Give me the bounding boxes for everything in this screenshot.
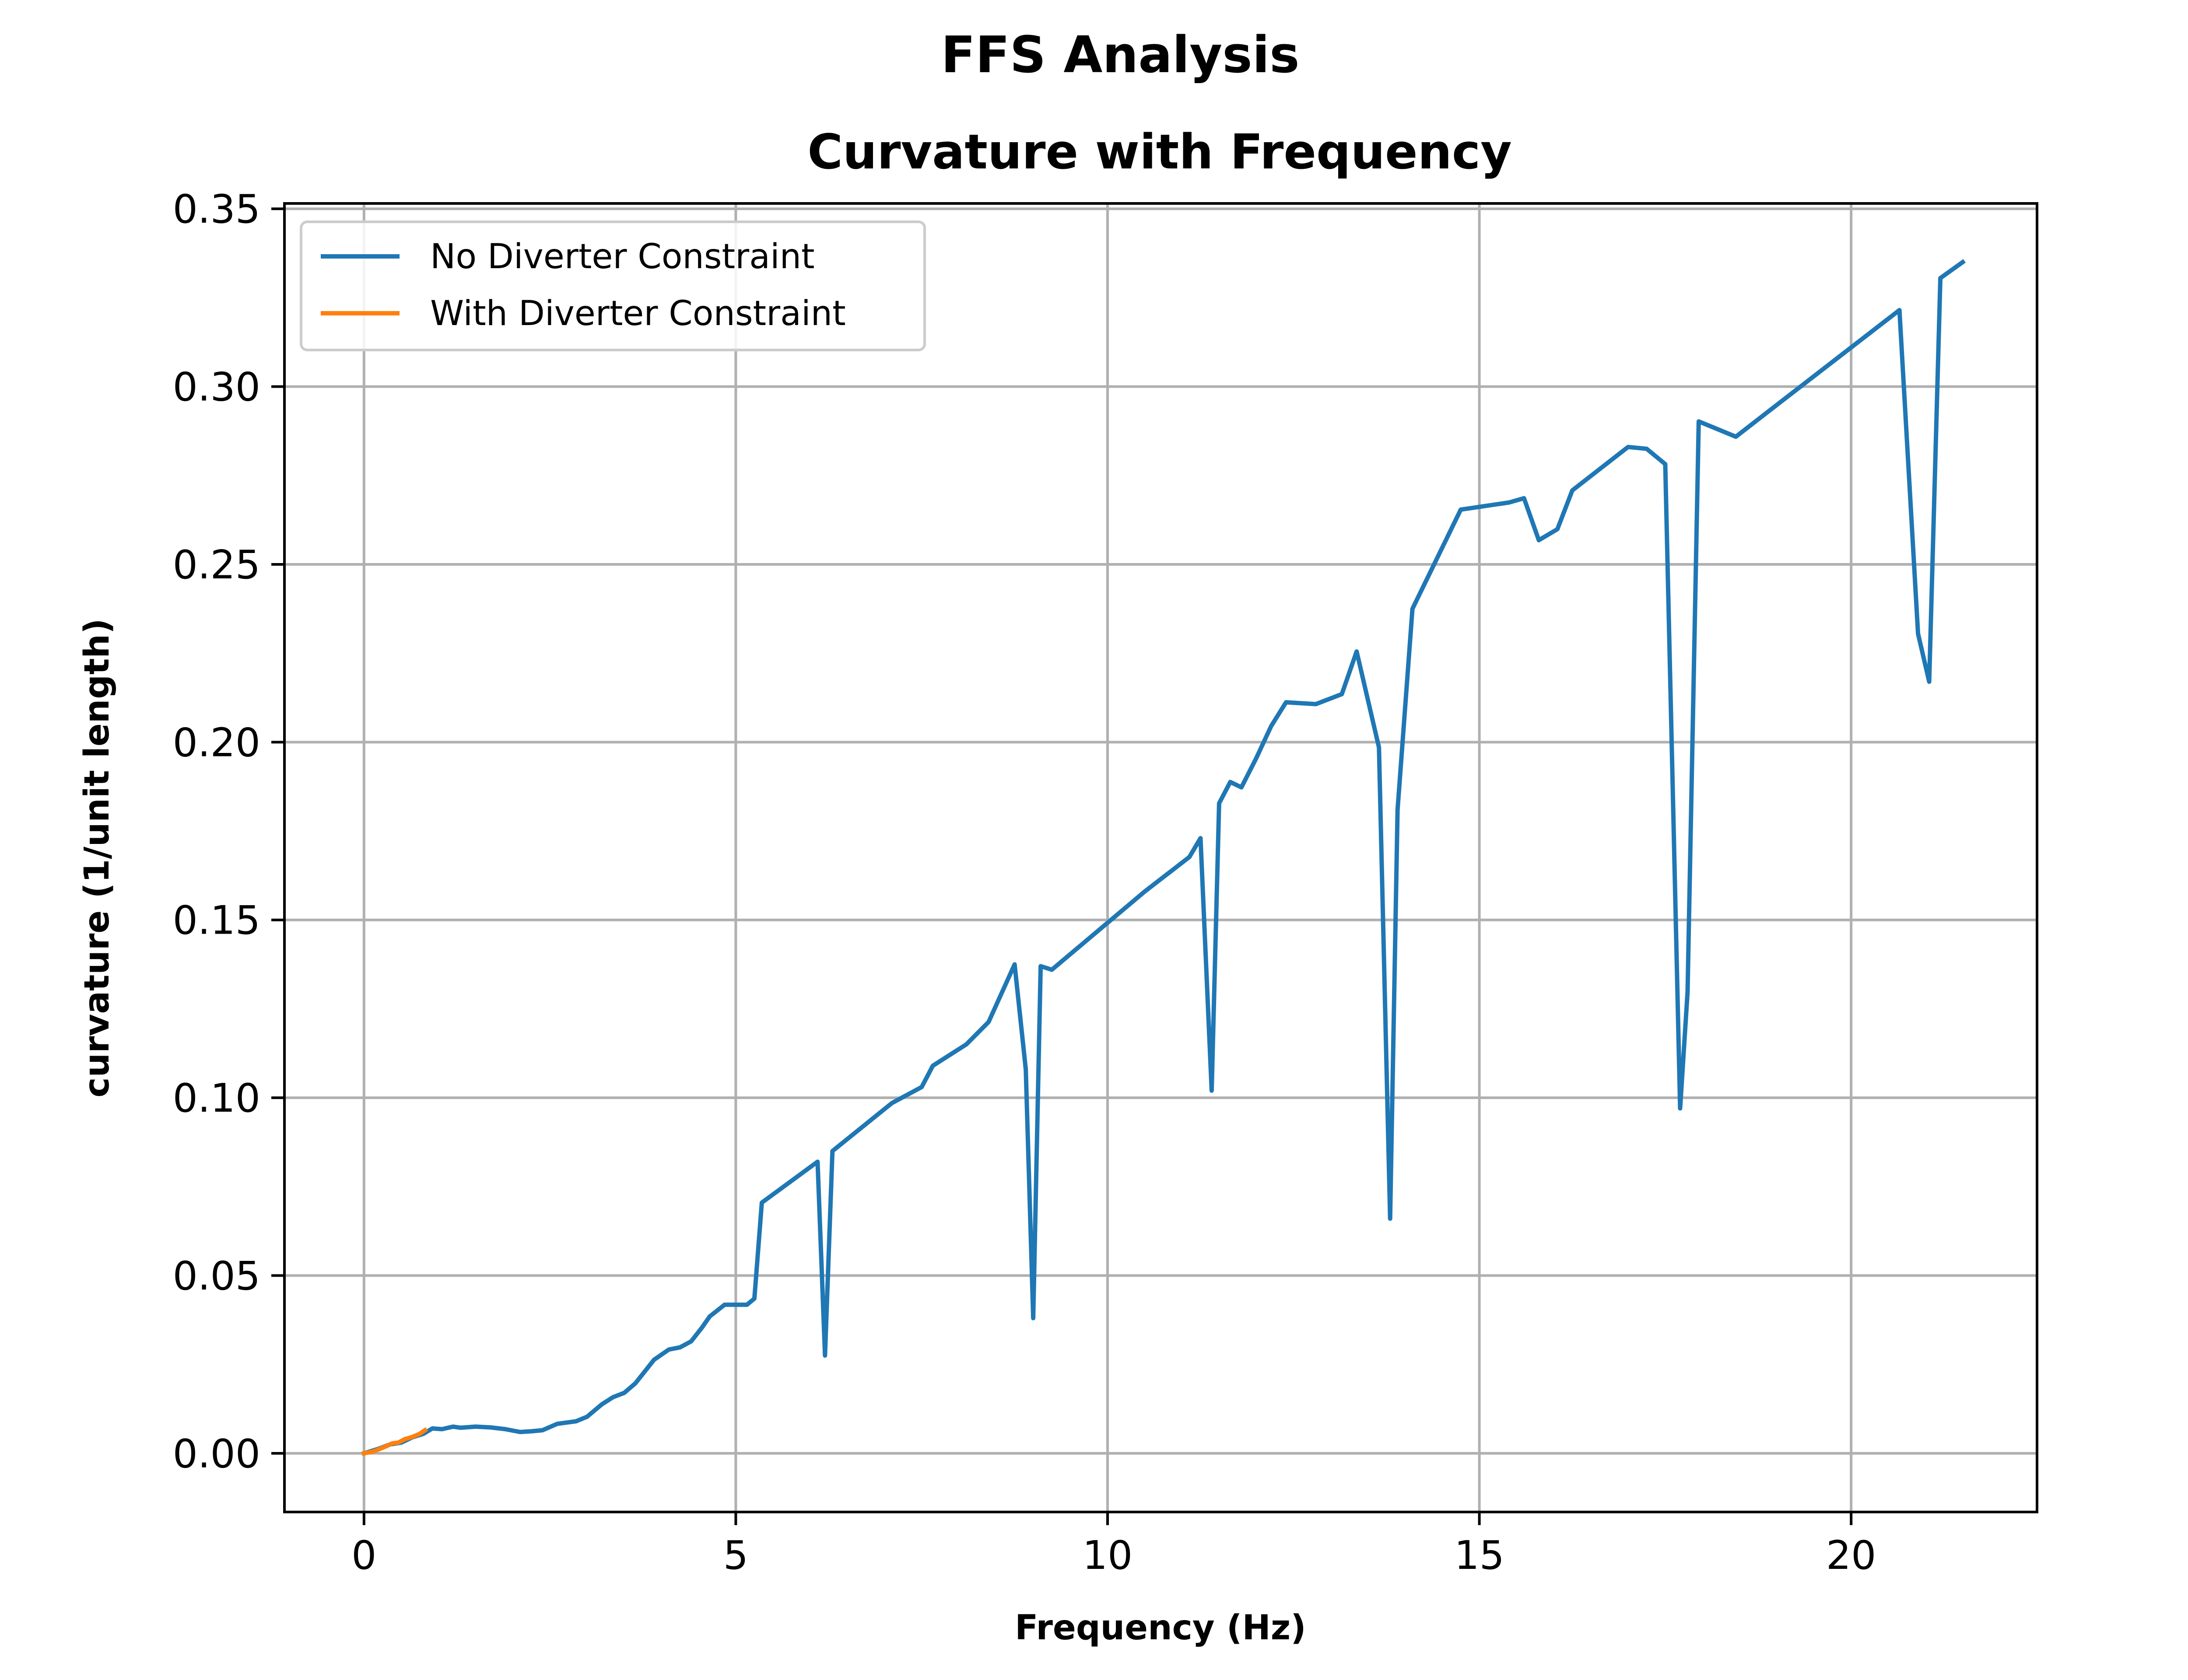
legend-label-with-diverter: With Diverter Constraint (430, 294, 846, 333)
y-tick-label: 0.15 (173, 898, 260, 944)
x-tick-label: 20 (1826, 1533, 1876, 1578)
series-line-no-diverter (361, 259, 1966, 1456)
y-tick-label: 0.30 (173, 364, 260, 410)
legend: No Diverter Constraint With Diverter Con… (300, 220, 926, 351)
axis-ticks: 0 5 10 15 20 0.00 0.05 0.10 0.15 0.20 0.25 0.30 0.35 (173, 186, 1876, 1578)
y-tick-label: 0.35 (173, 186, 260, 232)
y-tick-label: 0.05 (173, 1253, 260, 1299)
x-tick-label: 5 (723, 1533, 748, 1578)
plot-lines (361, 259, 1966, 1456)
y-tick-label: 0.10 (173, 1075, 260, 1121)
figure-suptitle: FFS Analysis (941, 26, 1299, 84)
x-tick-label: 15 (1454, 1533, 1504, 1578)
legend-label-no-diverter: No Diverter Constraint (430, 237, 815, 276)
chart-title: Curvature with Frequency (807, 124, 1512, 180)
legend-box (300, 220, 926, 351)
series-line-with-diverter (361, 1427, 428, 1456)
x-axis-label: Frequency (Hz) (1015, 1608, 1306, 1648)
axes-frame (283, 202, 2038, 1513)
x-tick-label: 0 (351, 1533, 376, 1578)
y-tick-label: 0.00 (173, 1431, 260, 1477)
y-tick-label: 0.20 (173, 720, 260, 766)
x-tick-label: 10 (1083, 1533, 1133, 1578)
grid (284, 203, 2037, 1512)
y-axis-label: curvature (1/unit length) (77, 618, 117, 1097)
y-tick-label: 0.25 (173, 542, 260, 588)
